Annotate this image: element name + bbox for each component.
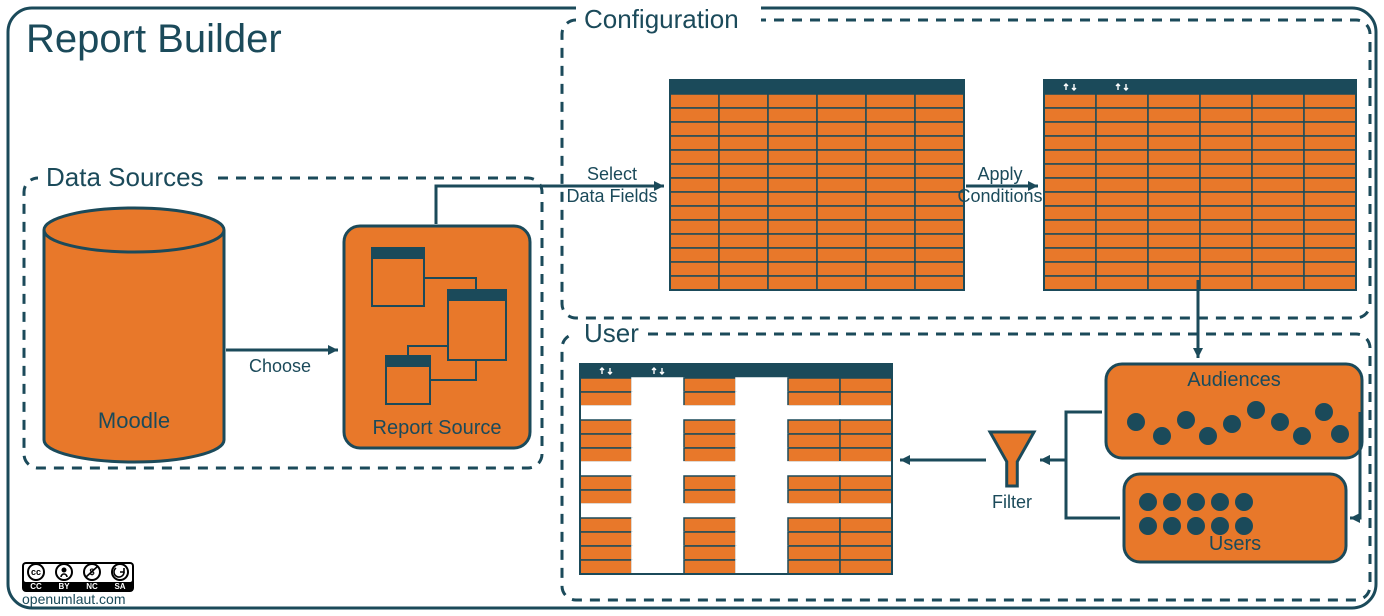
data-sources-label: Data Sources	[46, 162, 204, 192]
users-label: Users	[1209, 533, 1261, 555]
svg-text:NC: NC	[86, 582, 98, 591]
dot-icon	[1127, 413, 1145, 431]
svg-text:cc: cc	[31, 567, 41, 577]
dot-icon	[1153, 427, 1171, 445]
attribution: openumlaut.com	[22, 591, 126, 607]
arrow-label: Conditions	[957, 186, 1042, 206]
user-label: User	[584, 318, 639, 348]
dot-icon	[1293, 427, 1311, 445]
dot-icon	[1315, 403, 1333, 421]
arrow-label: Choose	[249, 356, 311, 376]
arrow-label: Apply	[977, 164, 1022, 184]
dot-icon	[1331, 425, 1349, 443]
arrow-users-to-filter	[1040, 460, 1120, 518]
report-source-label: Report Source	[373, 417, 502, 439]
svg-text:SA: SA	[114, 582, 125, 591]
dot-icon	[1139, 493, 1157, 511]
dot-icon	[1199, 427, 1217, 445]
report-source: Report Source	[344, 226, 530, 448]
arrow-label: Select	[587, 164, 637, 184]
dot-icon	[1187, 517, 1205, 535]
dot-icon	[1211, 517, 1229, 535]
users: Users	[1124, 474, 1346, 562]
dot-icon	[1187, 493, 1205, 511]
moodle-label: Moodle	[98, 408, 170, 433]
arrow-label: Data Fields	[566, 186, 657, 206]
arrow-aud-to-filter	[1040, 412, 1102, 460]
cc-badge: CCBYNCSAcc$	[22, 562, 134, 592]
dot-icon	[1235, 493, 1253, 511]
dot-icon	[1139, 517, 1157, 535]
config1-table	[670, 80, 964, 290]
config2-table	[1044, 80, 1356, 290]
user-table	[580, 364, 892, 574]
svg-text:BY: BY	[58, 582, 70, 591]
dot-icon	[1211, 493, 1229, 511]
filter-label: Filter	[992, 492, 1032, 512]
page-title: Report Builder	[26, 17, 282, 61]
dot-icon	[1235, 517, 1253, 535]
audiences: Audiences	[1106, 364, 1362, 458]
filter: Filter	[990, 432, 1034, 512]
dot-icon	[1247, 401, 1265, 419]
audiences-label: Audiences	[1187, 369, 1280, 391]
configuration-label: Configuration	[584, 4, 739, 34]
dot-icon	[1223, 415, 1241, 433]
dot-icon	[1177, 411, 1195, 429]
svg-text:CC: CC	[30, 582, 42, 591]
dot-icon	[1163, 517, 1181, 535]
moodle-cylinder: Moodle	[44, 208, 224, 462]
dot-icon	[1271, 413, 1289, 431]
dot-icon	[1163, 493, 1181, 511]
